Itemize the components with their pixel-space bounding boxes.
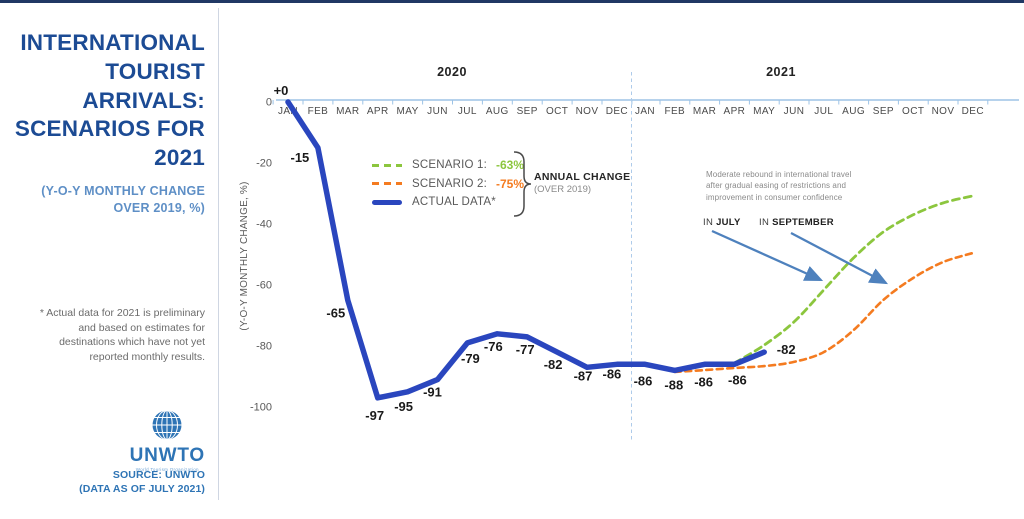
data-point-label: -91: [423, 385, 442, 400]
axis-labels: 2020 JAN FEB MAR APR MAY JUN JUL AUG SEP OCT NOV DEC…: [239, 65, 984, 414]
data-point-label: -82: [544, 357, 563, 372]
y-tick-label: 0: [266, 97, 272, 109]
year-label: 2020: [437, 65, 467, 79]
logo-wordmark: UNWTO: [129, 445, 205, 466]
data-point-label: +0: [274, 83, 289, 98]
data-point-label: -87: [574, 368, 593, 383]
y-axis-title: (Y-O-Y MONTHLY CHANGE, %): [239, 181, 250, 330]
month-label: APR: [724, 106, 746, 117]
month-label: MAY: [753, 106, 775, 117]
scenario2-label: SCENARIO 2:: [412, 177, 488, 190]
month-label: FEB: [308, 106, 329, 117]
unwto-logo: UNWTO World Tourism Organization: [130, 407, 205, 472]
y-tick-label: -80: [256, 341, 272, 353]
arrow-in-july: [711, 229, 824, 282]
data-point-label: -86: [603, 366, 622, 381]
actual-data-line: [285, 99, 767, 401]
month-label: DEC: [606, 106, 628, 117]
data-point-label: -95: [394, 399, 413, 414]
annual-change-note: ANNUAL CHANGE (OVER 2019): [534, 171, 630, 195]
annual-change-subtitle: (OVER 2019): [534, 184, 592, 195]
callout-in-september: IN SEPTEMBER: [759, 217, 834, 228]
scenario2-swatch: [372, 182, 402, 186]
data-point-label: -77: [516, 342, 535, 357]
month-label: OCT: [902, 106, 924, 117]
scenario1-annual-change: -63%: [496, 158, 525, 173]
legend-row-scenario2: SCENARIO 2: -75%: [372, 175, 524, 194]
month-label: AUG: [842, 106, 865, 117]
month-label: DEC: [962, 106, 984, 117]
source-note: SOURCE: UNWTO (DATA AS OF JULY 2021): [79, 469, 205, 495]
month-label: MAR: [693, 106, 716, 117]
data-point-label: -86: [694, 374, 713, 389]
data-point-label: -15: [291, 150, 310, 165]
y-tick-label: -100: [250, 402, 272, 414]
month-label: JAN: [635, 106, 655, 117]
month-label: SEP: [517, 106, 538, 117]
actual-data-swatch: [372, 199, 402, 205]
legend-row-actual: ACTUAL DATA*: [372, 193, 524, 212]
chart-legend: SCENARIO 1: -63% SCENARIO 2: -75% ACTUAL…: [372, 156, 524, 212]
page-title: INTERNATIONAL TOURIST ARRIVALS: SCENARIO…: [14, 30, 205, 171]
scenario1-label: SCENARIO 1:: [412, 159, 488, 172]
page-subtitle: (Y-O-Y MONTHLY CHANGE OVER 2019, %): [41, 184, 205, 215]
data-point-label: -79: [461, 351, 480, 366]
data-point-label: -88: [664, 377, 683, 392]
arrow-in-september: [790, 231, 889, 285]
data-point-label: -86: [728, 372, 747, 387]
actual-data-label: ACTUAL DATA*: [412, 196, 496, 209]
series-lines: [285, 99, 975, 401]
scenario1-line: [733, 194, 975, 365]
month-label: OCT: [546, 106, 568, 117]
data-point-label: -82: [777, 342, 796, 357]
callout-in-july: IN JULY: [703, 217, 741, 228]
data-point-label: -65: [326, 305, 345, 320]
y-tick-label: -60: [256, 280, 272, 292]
panel-divider: [218, 8, 219, 500]
data-point-label: -97: [365, 408, 384, 423]
month-label: JUL: [814, 106, 833, 117]
month-label: MAR: [336, 106, 359, 117]
month-label: FEB: [664, 106, 685, 117]
logo-tagline: World Tourism Organization: [135, 467, 199, 472]
x-axis: [272, 72, 1019, 442]
data-point-label: -76: [484, 339, 503, 354]
month-label: APR: [367, 106, 389, 117]
scenario2-annual-change: -75%: [496, 176, 525, 191]
legend-row-scenario1: SCENARIO 1: -63%: [372, 156, 524, 175]
y-tick-label: -20: [256, 158, 272, 170]
top-border: [0, 0, 1024, 3]
scenario-annotation: Moderate rebound in international travel…: [706, 170, 852, 202]
footnote: * Actual data for 2021 is preliminary an…: [39, 307, 205, 364]
scenario1-swatch: [372, 163, 402, 167]
callout-arrows: [711, 229, 889, 285]
month-label: JUN: [427, 106, 448, 117]
year-label: 2021: [766, 65, 796, 79]
scenario2-line: [673, 251, 975, 374]
sidebar: INTERNATIONAL TOURIST ARRIVALS: SCENARIO…: [0, 3, 218, 519]
globe-icon: [152, 410, 182, 440]
y-tick-label: -40: [256, 219, 272, 231]
annual-change-title: ANNUAL CHANGE: [534, 171, 631, 183]
month-label: NOV: [932, 106, 955, 117]
month-label: AUG: [486, 106, 509, 117]
month-label: JAN: [278, 106, 298, 117]
month-label: MAY: [397, 106, 419, 117]
month-label: JUN: [784, 106, 805, 117]
month-label: JUL: [458, 106, 477, 117]
month-label: SEP: [873, 106, 894, 117]
legend-bracket: [513, 151, 532, 217]
data-labels: +0 -15 -65 -97 -95 -91 -79 -76 -77 -82 -87 -86 -86 -8…: [274, 83, 796, 423]
data-point-label: -86: [634, 373, 653, 388]
month-label: NOV: [576, 106, 599, 117]
